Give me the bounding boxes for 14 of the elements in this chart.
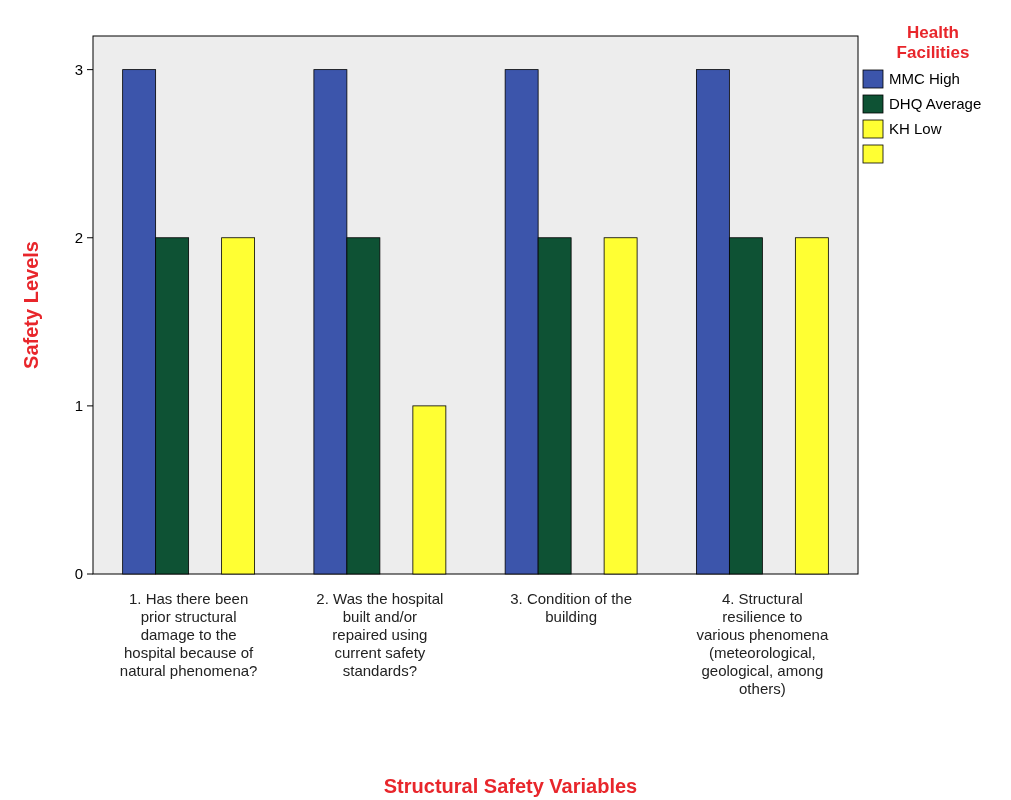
y-tick-label: 2 <box>74 229 83 246</box>
y-tick-label: 1 <box>74 397 83 415</box>
y-axis-title: Safety Levels <box>20 241 42 369</box>
x-tick-label: 2. Was the hospital built and/or repaired using current safety standards? <box>316 590 444 679</box>
y-tick-label: 0 <box>74 565 83 583</box>
legend-label: DHQ Average <box>889 95 982 113</box>
x-tick-label: 1. Has there been prior structural damage to the hospital because of natural phenomena? <box>119 590 258 679</box>
legend-label: KH Low <box>889 120 942 138</box>
legend-label: MMC High <box>889 70 960 88</box>
legend-title: Health Facilities <box>896 23 970 62</box>
x-tick-label: 3. Condition of the building <box>510 590 633 625</box>
y-tick-label: 3 <box>74 60 83 78</box>
x-tick-label: 4. Structural resilience to various phenomena (meteorological, geological, among others) <box>696 590 829 697</box>
x-axis-title: Structural Safety Variables <box>383 775 638 797</box>
